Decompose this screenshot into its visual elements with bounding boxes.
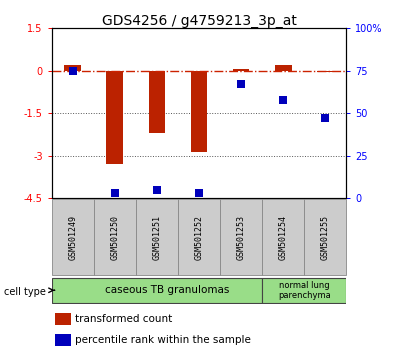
Point (280, 97, 286, 103)
Text: GSM501251: GSM501251 (152, 215, 162, 260)
Point (154, 187, 160, 193)
Bar (178, 199, 220, 275)
Bar (52, 278, 262, 303)
Bar (106, 71, 123, 164)
Bar (55, 334, 71, 346)
Bar (275, 64, 292, 71)
Bar (304, 199, 346, 275)
Bar (136, 199, 178, 275)
Bar (55, 313, 71, 325)
Text: GSM501250: GSM501250 (110, 215, 119, 260)
Bar (191, 71, 207, 152)
Text: GDS4256 / g4759213_3p_at: GDS4256 / g4759213_3p_at (101, 14, 297, 28)
Point (196, 190, 202, 196)
Point (112, 190, 118, 196)
Bar (148, 71, 165, 133)
Text: GSM501249: GSM501249 (68, 215, 77, 260)
Text: caseous TB granulomas: caseous TB granulomas (105, 285, 230, 295)
Bar (317, 71, 334, 72)
Point (70, 68, 76, 74)
Point (238, 81, 244, 87)
Point (322, 115, 328, 121)
Text: GSM501255: GSM501255 (321, 215, 330, 260)
Bar (262, 199, 304, 275)
Text: percentile rank within the sample: percentile rank within the sample (75, 335, 251, 345)
Bar (64, 64, 81, 71)
Bar (220, 199, 262, 275)
Bar (94, 199, 136, 275)
Bar (233, 69, 250, 71)
Text: GSM501254: GSM501254 (279, 215, 288, 260)
Text: transformed count: transformed count (75, 314, 173, 324)
Text: normal lung
parenchyma: normal lung parenchyma (278, 281, 331, 300)
Text: GSM501253: GSM501253 (236, 215, 246, 260)
Text: GSM501252: GSM501252 (195, 215, 203, 260)
Bar (262, 278, 346, 303)
Bar (52, 199, 94, 275)
Text: cell type: cell type (4, 287, 46, 297)
